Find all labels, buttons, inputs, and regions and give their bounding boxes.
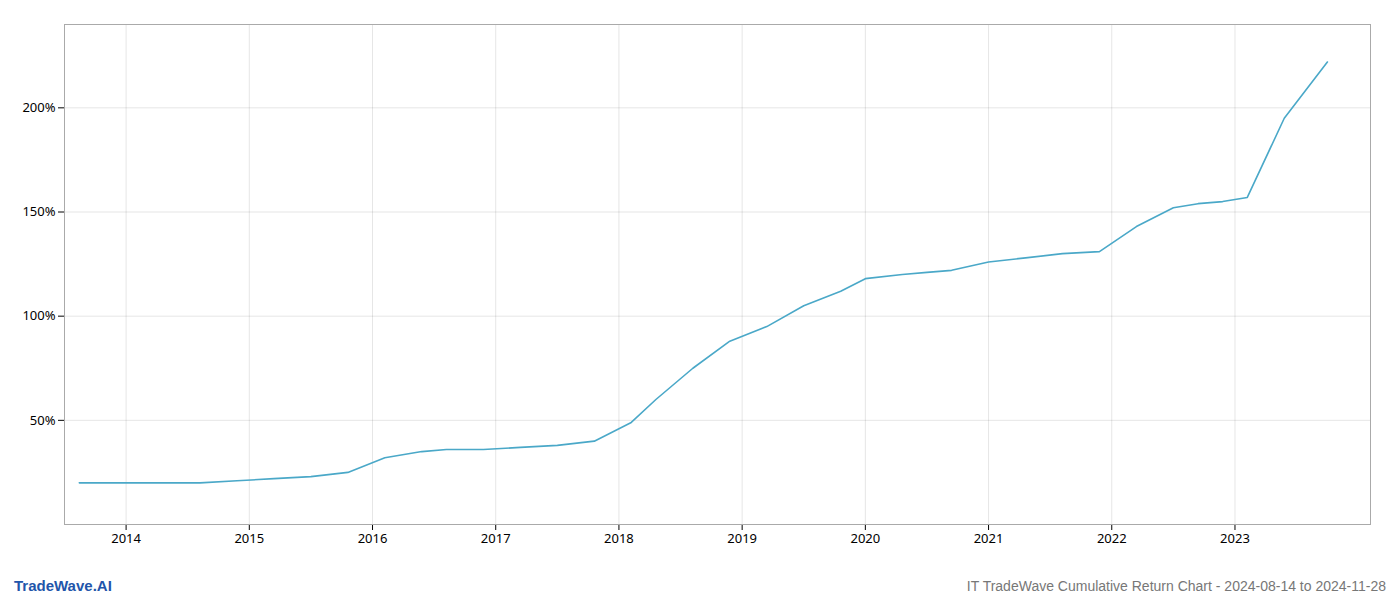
svg-text:2015: 2015	[234, 529, 264, 547]
svg-text:200%: 200%	[22, 98, 55, 116]
svg-text:100%: 100%	[22, 306, 55, 324]
svg-text:2019: 2019	[727, 529, 757, 547]
svg-text:2016: 2016	[358, 529, 388, 547]
svg-text:2018: 2018	[604, 529, 634, 547]
svg-text:50%: 50%	[30, 410, 56, 428]
svg-text:2020: 2020	[850, 529, 880, 547]
svg-text:2021: 2021	[974, 529, 1004, 547]
svg-text:150%: 150%	[22, 202, 55, 220]
html-text:TradeWave.AI: TradeWave.AI	[14, 577, 112, 594]
svg-text:2022: 2022	[1097, 529, 1127, 547]
svg-text:2017: 2017	[481, 529, 511, 547]
html-text:IT TradeWave Cumulative Return: IT TradeWave Cumulative Return Chart - 2…	[966, 578, 1386, 594]
svg-text:2023: 2023	[1220, 529, 1250, 547]
svg-text:2014: 2014	[111, 529, 141, 547]
